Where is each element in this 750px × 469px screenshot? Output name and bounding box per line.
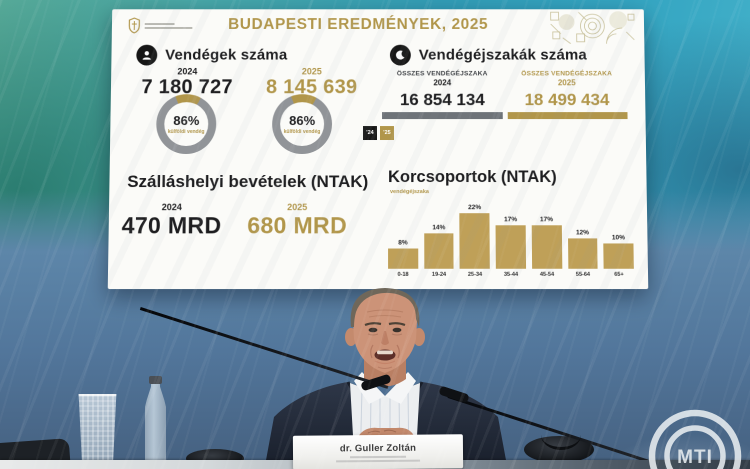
bar-value-label: 22% <box>468 204 482 212</box>
bar <box>388 248 419 269</box>
agency-logo-text <box>144 21 193 31</box>
nights-2025-value: 18 499 434 <box>524 90 610 110</box>
legend-swatch-2025: '25 <box>379 126 394 141</box>
water-bottle <box>145 379 166 466</box>
mti-watermark-icon: MTI <box>648 409 742 469</box>
bar-value-label: 8% <box>398 239 408 247</box>
nameplate: dr. Guller Zoltán <box>292 434 464 469</box>
guests-2025-column: 2025 8 145 639 <box>249 66 374 99</box>
bar-category-label: 25-34 <box>467 271 483 278</box>
folk-pattern-decoration <box>549 10 637 43</box>
agency-logo <box>128 17 193 34</box>
bar <box>531 225 562 269</box>
age-bar-chart: 8% 0-18 14% 19-24 22% 25-34 17% 35-44 17% 45-54 12… <box>388 198 634 279</box>
guests-2024-column: 2024 7 180 727 <box>125 66 250 99</box>
bottle-cap <box>149 376 162 384</box>
donut-chart-2025: 86% külföldi vendég <box>271 94 333 154</box>
donut-2025-caption: külföldi vendég <box>283 129 321 136</box>
revenue-heading: Szálláshelyi bevételek (NTAK) <box>127 172 369 192</box>
nights-2024-year: 2024 <box>433 78 452 88</box>
donut-2024-caption: külföldi vendég <box>167 129 205 136</box>
bar-value-label: 17% <box>539 216 554 224</box>
nameplate-subtitle-line <box>350 455 407 458</box>
bar-column: 17% 45-54 <box>531 216 562 279</box>
bar-value-label: 10% <box>611 234 626 242</box>
bar-column: 10% 65+ <box>603 234 634 279</box>
bar-category-label: 55-64 <box>575 271 591 278</box>
revenue-2025-value: 680 MRD <box>247 212 348 239</box>
presentation-slide: BUDAPESTI EREDMÉNYEK, 2025 Vendégek szám… <box>107 9 649 290</box>
bar-category-label: 65+ <box>614 271 624 278</box>
guests-2024-value: 7 180 727 <box>141 76 233 99</box>
microphone-cable <box>541 420 581 450</box>
nights-2025-caption: ÖSSZES VENDÉGÉJSZAKA <box>521 70 613 78</box>
revenue-2024-column: 2024 470 MRD <box>109 202 235 239</box>
bar-category-label: 0-18 <box>397 271 409 278</box>
bar <box>459 213 490 269</box>
bar-category-label: 19-24 <box>431 271 447 278</box>
bar <box>495 225 526 269</box>
bar-column: 17% 35-44 <box>495 216 526 279</box>
age-groups-heading: Korcsoportok (NTAK) <box>388 168 557 187</box>
age-groups-subtitle: vendégéjszaka <box>390 189 429 196</box>
guests-section-header: Vendégek száma <box>136 44 288 66</box>
revenue-2025-label: 2025 <box>287 202 308 213</box>
guests-values: 2024 7 180 727 2025 8 145 639 <box>125 66 374 99</box>
bar <box>567 238 598 269</box>
donut-2024-center: 86% külföldi vendég <box>164 102 209 147</box>
nights-heading: Vendégéjszakák száma <box>418 46 588 64</box>
revenue-2024-value: 470 MRD <box>121 212 222 239</box>
donut-2024-percent: 86% <box>173 113 200 129</box>
nights-values: ÖSSZES VENDÉGÉJSZAKA 2024 16 854 134 ÖSS… <box>380 70 629 110</box>
guests-2024-label: 2024 <box>177 66 198 77</box>
donut-chart-2024: 86% külföldi vendég <box>155 94 217 154</box>
guests-2025-label: 2025 <box>301 66 322 77</box>
foreign-guest-donuts: 86% külföldi vendég 86% külföldi vendég <box>128 94 360 154</box>
bar-category-label: 45-54 <box>539 271 555 278</box>
bar-column: 12% 55-64 <box>567 229 599 279</box>
bar-column: 22% 25-34 <box>459 204 490 279</box>
guests-2025-value: 8 145 639 <box>265 76 358 99</box>
nights-2025-year: 2025 <box>557 78 576 88</box>
year-legend: '24 '25 <box>363 126 394 141</box>
bar-value-label: 17% <box>504 216 518 224</box>
bar <box>423 233 454 269</box>
legend-swatch-2024: '24 <box>363 126 378 141</box>
guests-heading: Vendégek száma <box>165 46 288 64</box>
slide-title: BUDAPESTI EREDMÉNYEK, 2025 <box>228 16 489 33</box>
bar-column: 8% 0-18 <box>388 239 419 278</box>
nameplate-subtitle-line <box>336 459 421 462</box>
revenue-values: 2024 470 MRD 2025 680 MRD <box>109 202 360 239</box>
nights-bar-2025 <box>507 112 628 120</box>
mti-watermark-text: MTI <box>677 447 713 468</box>
night-moon-icon <box>389 44 411 66</box>
revenue-2025-column: 2025 680 MRD <box>234 202 360 239</box>
nights-2024-caption: ÖSSZES VENDÉGÉJSZAKA <box>396 70 488 78</box>
agency-crest-icon <box>128 17 141 34</box>
nameplate-name: dr. Guller Zoltán <box>339 442 417 454</box>
nights-comparison-bars <box>381 112 628 120</box>
water-glass <box>78 394 117 462</box>
nights-section-header: Vendégéjszakák száma <box>389 44 588 66</box>
bar <box>603 243 634 269</box>
nights-2024-column: ÖSSZES VENDÉGÉJSZAKA 2024 16 854 134 <box>380 70 505 110</box>
revenue-2024-label: 2024 <box>161 202 182 213</box>
nights-bar-2024 <box>381 112 503 120</box>
donut-2025-center: 86% külföldi vendég <box>280 102 325 147</box>
guest-person-icon <box>136 44 158 66</box>
bar-column: 14% 19-24 <box>423 224 454 279</box>
donut-2025-percent: 86% <box>289 113 316 129</box>
bar-value-label: 12% <box>575 229 590 237</box>
nights-2025-column: ÖSSZES VENDÉGÉJSZAKA 2025 18 499 434 <box>504 70 629 110</box>
bar-value-label: 14% <box>432 224 446 232</box>
bar-category-label: 35-44 <box>503 271 519 278</box>
nights-2024-value: 16 854 134 <box>399 90 485 110</box>
